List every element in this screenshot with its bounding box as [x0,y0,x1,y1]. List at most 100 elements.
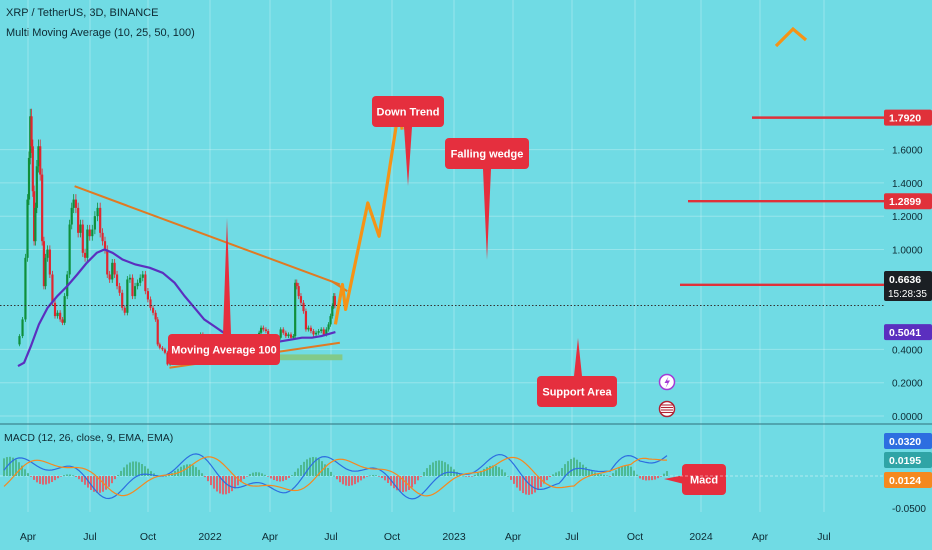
callout-macd-text: Macd [690,475,718,487]
candle-body [292,336,295,338]
macd-bar [447,464,449,476]
macd-bar [66,474,68,476]
macd-bar [387,476,389,483]
callout-moving-average: Moving Average 100 [168,218,280,365]
candle-body [106,249,109,275]
callout-down-trend: Down Trend [372,96,444,186]
current-price-text: 0.6636 [889,274,921,286]
candle-body [99,207,102,233]
candle-body [34,207,37,242]
macd-bar [21,465,23,476]
macd-bar [477,472,479,476]
candle-body [259,327,263,333]
candle-body [136,282,139,287]
candle-body [156,319,159,345]
macd-bar [369,475,371,477]
macd-bar [27,473,29,476]
macd-bar [618,467,620,476]
candle-body [287,334,290,337]
macd-bar [360,476,362,481]
macd-bar [504,472,506,476]
candle-body [264,329,268,332]
macd-bar [141,464,143,476]
macd-bar [276,476,278,482]
callout-support-area: Support Area [537,338,617,407]
callout-falling-wedge-text: Falling wedge [451,149,524,161]
callout-moving-average-text: Moving Average 100 [171,345,277,357]
macd-bar [93,476,95,492]
candle-body [103,241,107,250]
macd-bar [63,475,65,476]
candle-body [161,347,164,350]
y-tick-label: 0.2000 [892,379,923,390]
macd-bar [348,476,350,486]
x-tick-label: Apr [20,531,37,543]
callout-down-trend-pointer [404,127,412,186]
macd-bar [342,476,344,485]
candle-body [81,224,84,253]
macd-bar [108,476,110,487]
macd-bar [609,476,611,477]
macd-bar [243,476,245,479]
candle-body [48,249,51,275]
macd-bar [204,476,206,478]
macd-bar [561,468,563,476]
macd-bar [39,476,41,484]
level-badge-1289-bg [884,193,932,210]
macd-bar [186,464,188,476]
candle-body [35,166,38,208]
macd-bar [330,471,332,476]
macd-bar [303,461,305,476]
candle-body [309,327,313,332]
macd-bar [24,469,26,476]
histogram-badge-bg [884,472,932,488]
candle-body [133,286,137,297]
candle-body [72,199,75,208]
macd-bar [396,476,398,491]
macd-line [3,453,668,500]
macd-bar [600,474,602,476]
macd-bar [522,476,524,494]
macd-bar [642,476,644,480]
candle-body [118,286,121,293]
macd-bar [651,476,653,481]
candle-body [27,157,31,200]
macd-bar [81,476,83,482]
candle-body [262,327,265,330]
macd-bar [486,467,488,476]
candle-body [307,327,310,330]
macd-bar [375,475,377,476]
macd-bar [33,476,35,480]
macd-bar [549,476,551,478]
macd-bar [480,470,482,476]
macd-bar [573,457,575,476]
callout-macd-pointer [664,475,682,484]
callout-support-area-pointer [574,338,582,376]
macd-bar [147,468,149,476]
macd-bar [258,472,260,476]
macd-bar [381,476,383,479]
macd-bar [288,476,290,478]
candle-body [128,277,132,280]
candle-body [26,199,29,258]
signal-line [3,456,667,497]
macd-bar [570,458,572,476]
macd-bar [210,476,212,486]
macd-bar [240,476,242,483]
macd-bar [393,476,395,489]
macd-bar [306,459,308,476]
signal-badge-text: 0.0195 [889,455,921,467]
callout-macd-box [682,464,726,495]
candle-body [63,296,66,323]
macd-bar [411,476,413,488]
candle-body [96,207,99,217]
macd-bar [588,469,590,476]
macd-bar [546,476,548,481]
candle-body [154,312,157,320]
macd-bar [96,476,98,493]
macd-bar [153,473,155,476]
macd-bar [72,475,74,476]
macd-bar [99,476,101,493]
macd-bar [474,474,476,476]
